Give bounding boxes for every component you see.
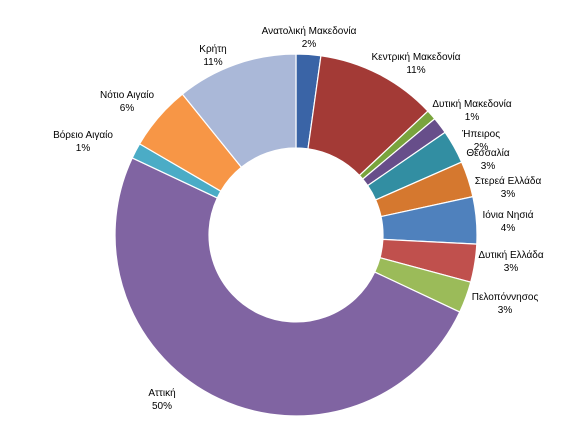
slice-label-13: Κρήτη 11% <box>199 43 226 68</box>
slice-name-5: Θεσσαλία <box>466 147 510 159</box>
slice-label-12: Νότιο Αιγαίο 6% <box>100 89 154 114</box>
slice-name-8: Δυτική Ελλάδα <box>478 249 544 261</box>
slice-percent-6: 3% <box>501 189 516 200</box>
slice-label-10: Αττική 50% <box>148 387 175 412</box>
slice-percent-5: 3% <box>481 161 496 172</box>
slice-name-7: Ιόνια Νησιά <box>482 209 533 221</box>
slice-label-5: Θεσσαλία 3% <box>466 147 510 172</box>
slice-name-1: Ανατολική Μακεδονία <box>262 25 357 37</box>
slice-percent-8: 3% <box>504 263 519 274</box>
slice-percent-4: 2% <box>474 142 489 153</box>
slice-label-8: Δυτική Ελλάδα 3% <box>478 249 544 274</box>
slice-percent-13: 11% <box>203 57 222 68</box>
label-group: Ανατολική Μακεδονία 2% Κεντρική Μακεδονία 1… <box>53 25 544 412</box>
slice-label-3: Δυτική Μακεδονία 1% <box>432 98 512 123</box>
slice-label-4: Ήπειρος 2% <box>461 129 500 153</box>
slice-name-6: Στερεά Ελλάδα <box>475 175 542 187</box>
slice-10 <box>114 157 461 417</box>
slice-percent-10: 50% <box>152 401 172 412</box>
slice-name-10: Αττική <box>148 387 175 399</box>
slice-percent-1: 2% <box>302 39 317 50</box>
slice-name-9: Πελοπόννησος <box>472 291 539 303</box>
slice-percent-11: 1% <box>76 143 91 154</box>
slice-percent-7: 4% <box>501 223 516 234</box>
slice-name-13: Κρήτη <box>199 43 226 55</box>
slice-name-4: Ήπειρος <box>461 129 500 140</box>
slice-label-7: Ιόνια Νησιά 4% <box>482 209 533 234</box>
slice-name-11: Βόρειο Αιγαίο <box>53 129 113 141</box>
slice-label-6: Στερεά Ελλάδα 3% <box>475 175 542 200</box>
wedge-group <box>114 53 478 417</box>
slice-name-3: Δυτική Μακεδονία <box>432 98 512 110</box>
slice-label-2: Κεντρική Μακεδονία 11% <box>371 51 460 76</box>
slice-label-1: Ανατολική Μακεδονία 2% <box>262 25 357 50</box>
slice-percent-9: 3% <box>498 305 513 316</box>
slice-name-2: Κεντρική Μακεδονία <box>371 51 460 63</box>
slice-label-9: Πελοπόννησος 3% <box>472 291 539 316</box>
slice-percent-2: 11% <box>406 65 425 76</box>
slice-name-12: Νότιο Αιγαίο <box>100 89 154 101</box>
slice-label-11: Βόρειο Αιγαίο 1% <box>53 129 113 154</box>
slice-percent-3: 1% <box>465 112 480 123</box>
slice-13 <box>181 53 297 169</box>
slice-percent-12: 6% <box>120 103 135 114</box>
